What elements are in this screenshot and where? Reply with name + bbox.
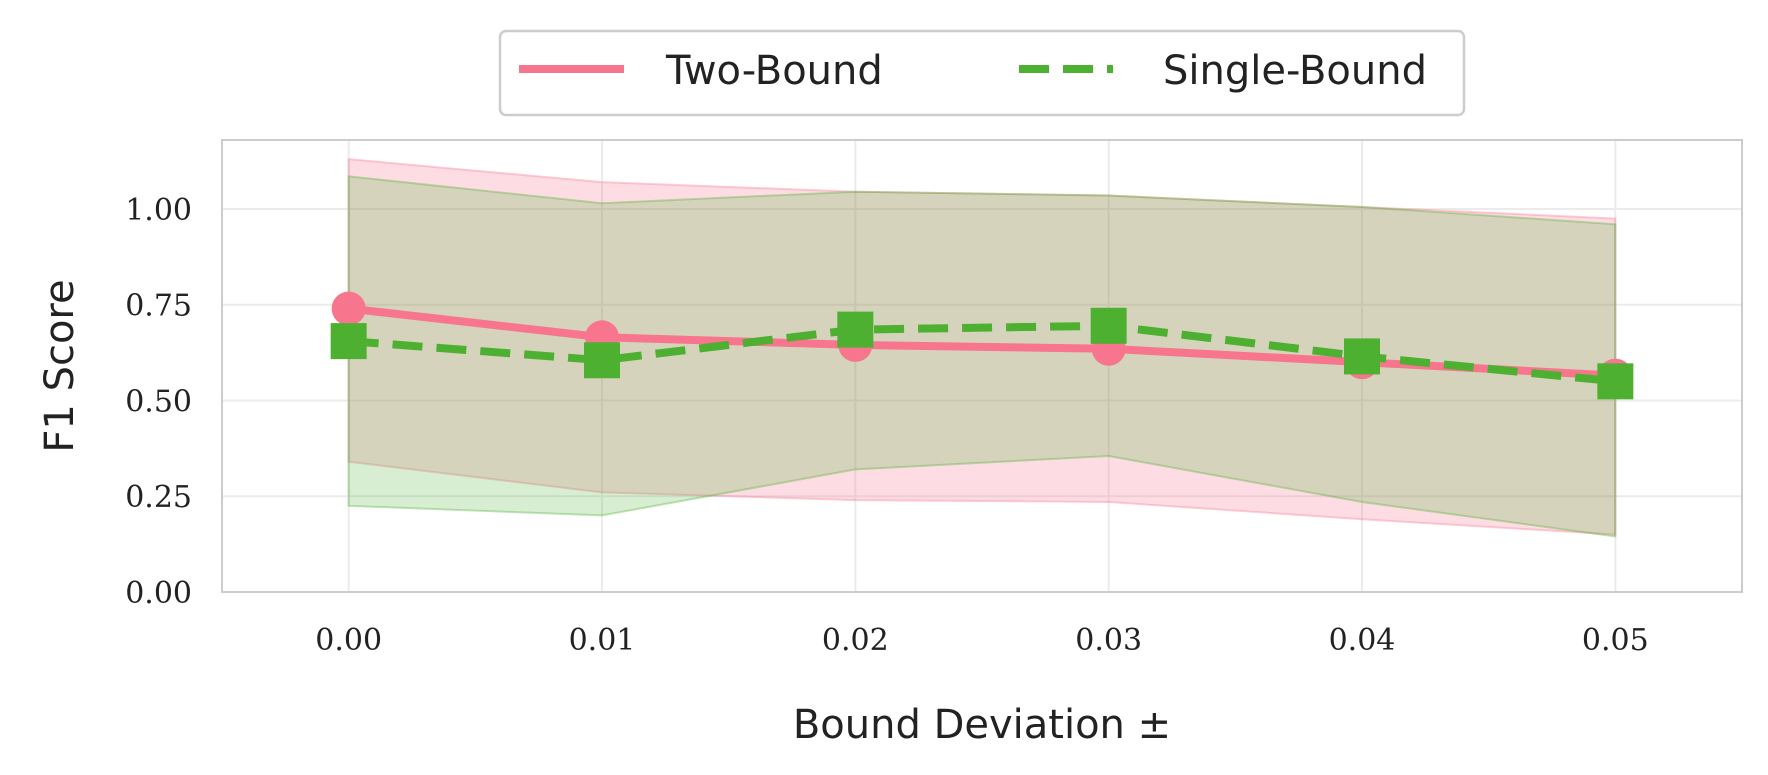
y-tick-label: 1.00 xyxy=(125,193,192,228)
legend-label-single-bound: Single-Bound xyxy=(1163,48,1427,94)
x-axis-label: Bound Deviation ± xyxy=(793,702,1171,748)
data-point-single-bound xyxy=(1597,363,1634,400)
y-tick-labels: 0.00 0.25 0.50 0.75 1.00 xyxy=(125,193,192,611)
legend: Two-Bound Single-Bound xyxy=(498,29,1466,117)
data-point-single-bound xyxy=(330,323,367,360)
x-tick-label: 0.00 xyxy=(315,623,382,658)
legend-label-two-bound: Two-Bound xyxy=(665,48,883,94)
confidence-band-single-bound xyxy=(347,175,1617,538)
data-point-two-bound xyxy=(331,291,366,326)
y-tick-label: 0.00 xyxy=(125,576,192,611)
plot-frame xyxy=(221,139,1743,593)
data-point-single-bound xyxy=(837,311,874,348)
y-tick-label: 0.50 xyxy=(125,384,192,419)
y-tick-label: 0.25 xyxy=(125,480,192,515)
x-tick-label: 0.04 xyxy=(1329,623,1396,658)
data-point-single-bound xyxy=(1344,338,1380,375)
x-tick-labels: 0.00 0.01 0.02 0.03 0.04 0.05 xyxy=(315,623,1648,658)
series-markers xyxy=(330,291,1634,400)
x-tick-label: 0.01 xyxy=(569,623,636,658)
y-axis-label: F1 Score xyxy=(37,279,83,452)
series-line-single-bound xyxy=(348,321,1616,386)
x-tick-label: 0.03 xyxy=(1075,623,1142,658)
data-point-single-bound xyxy=(584,342,620,379)
x-tick-label: 0.02 xyxy=(822,623,889,658)
x-tick-label: 0.05 xyxy=(1582,623,1649,658)
series-lines xyxy=(348,304,1616,386)
data-point-single-bound xyxy=(1090,307,1127,344)
legend-box xyxy=(498,29,1466,117)
y-tick-label: 0.75 xyxy=(125,289,192,324)
